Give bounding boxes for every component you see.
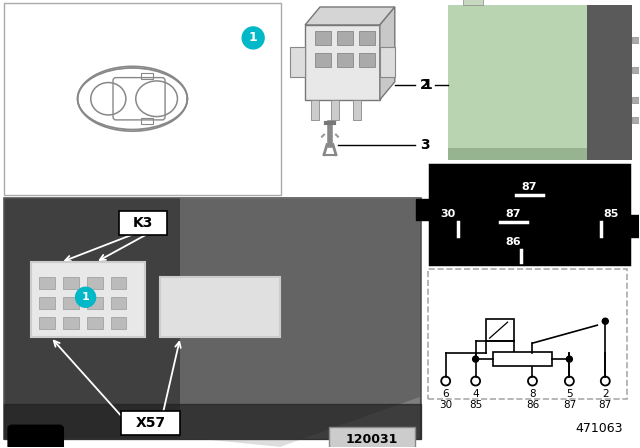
Polygon shape bbox=[200, 397, 420, 447]
Bar bbox=[632, 117, 640, 123]
Bar bbox=[31, 263, 145, 337]
Bar bbox=[86, 317, 102, 329]
Text: 2: 2 bbox=[602, 389, 609, 399]
Bar bbox=[315, 53, 331, 67]
Bar bbox=[448, 148, 632, 159]
Text: 120031: 120031 bbox=[346, 433, 398, 446]
FancyBboxPatch shape bbox=[122, 411, 180, 435]
Text: 85: 85 bbox=[604, 210, 619, 220]
Bar bbox=[380, 47, 395, 78]
Bar bbox=[161, 277, 280, 337]
FancyBboxPatch shape bbox=[329, 427, 415, 448]
Bar bbox=[463, 0, 483, 5]
Polygon shape bbox=[380, 7, 395, 100]
Text: 1: 1 bbox=[82, 292, 90, 302]
Text: 1: 1 bbox=[249, 31, 257, 44]
Text: 3: 3 bbox=[420, 138, 429, 151]
Bar bbox=[141, 118, 153, 125]
Text: 6: 6 bbox=[442, 389, 449, 399]
Text: 1: 1 bbox=[422, 78, 432, 92]
Bar bbox=[38, 277, 54, 289]
Bar bbox=[38, 317, 54, 329]
Bar bbox=[63, 317, 79, 329]
Text: 87: 87 bbox=[522, 181, 537, 192]
Bar bbox=[337, 53, 353, 67]
Text: 4: 4 bbox=[472, 389, 479, 399]
Bar bbox=[111, 297, 127, 309]
Polygon shape bbox=[305, 7, 395, 25]
Bar bbox=[141, 73, 153, 79]
Text: 87: 87 bbox=[506, 210, 521, 220]
Circle shape bbox=[566, 356, 572, 362]
Bar bbox=[38, 297, 54, 309]
Bar bbox=[429, 164, 629, 264]
Bar bbox=[337, 31, 353, 45]
Bar bbox=[486, 319, 513, 341]
Bar bbox=[111, 317, 127, 329]
Bar bbox=[620, 5, 632, 159]
Text: 87: 87 bbox=[563, 400, 576, 410]
Circle shape bbox=[242, 27, 264, 49]
Text: K3: K3 bbox=[132, 216, 152, 230]
Bar bbox=[331, 100, 339, 120]
FancyBboxPatch shape bbox=[118, 211, 168, 235]
Text: 2: 2 bbox=[420, 78, 429, 92]
Bar bbox=[180, 198, 420, 439]
Text: 5: 5 bbox=[566, 389, 573, 399]
Text: 30: 30 bbox=[440, 210, 455, 220]
Circle shape bbox=[602, 318, 608, 324]
Text: 86: 86 bbox=[526, 400, 539, 410]
Bar bbox=[86, 297, 102, 309]
Bar bbox=[311, 100, 319, 120]
Text: 471063: 471063 bbox=[575, 422, 623, 435]
Text: 86: 86 bbox=[506, 237, 522, 247]
Bar bbox=[416, 198, 429, 220]
Bar bbox=[353, 100, 361, 120]
Bar bbox=[428, 269, 627, 399]
Bar bbox=[448, 5, 632, 159]
Bar bbox=[4, 198, 420, 439]
Bar bbox=[305, 25, 380, 100]
Bar bbox=[359, 53, 375, 67]
Bar bbox=[629, 215, 640, 237]
Bar bbox=[290, 47, 305, 78]
Bar bbox=[588, 5, 632, 159]
Bar bbox=[63, 297, 79, 309]
Text: 87: 87 bbox=[598, 400, 612, 410]
Bar bbox=[632, 37, 640, 43]
Circle shape bbox=[472, 356, 479, 362]
Bar bbox=[632, 97, 640, 103]
Bar bbox=[63, 277, 79, 289]
Bar bbox=[4, 3, 281, 194]
Text: 85: 85 bbox=[469, 400, 482, 410]
Text: X57: X57 bbox=[135, 416, 166, 430]
Bar bbox=[86, 277, 102, 289]
Text: 8: 8 bbox=[529, 389, 536, 399]
Bar bbox=[111, 277, 127, 289]
Bar bbox=[493, 352, 552, 366]
Text: 30: 30 bbox=[439, 400, 452, 410]
Bar bbox=[359, 31, 375, 45]
Bar bbox=[632, 67, 640, 73]
Bar bbox=[315, 31, 331, 45]
Circle shape bbox=[76, 287, 95, 307]
FancyBboxPatch shape bbox=[9, 426, 63, 448]
